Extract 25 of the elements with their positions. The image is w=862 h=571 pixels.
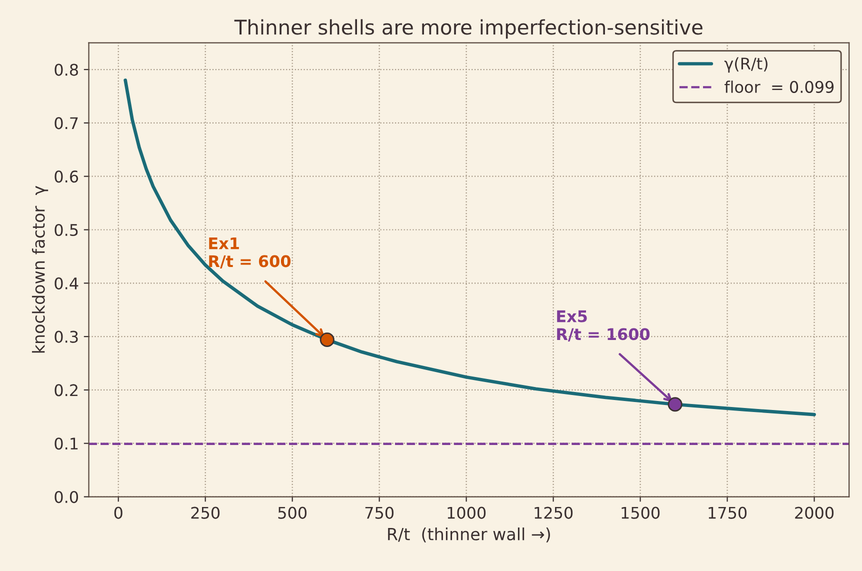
legend-label: γ(R/t): [724, 57, 768, 73]
annotation: Ex5 R/t = 1600: [557, 310, 650, 342]
y-tick-label: 0.5: [54, 224, 78, 236]
y-tick-label: 0.6: [54, 170, 78, 183]
x-tick-label: 1500: [622, 506, 660, 519]
y-tick-label: 0.8: [54, 64, 78, 76]
x-tick-label: 2000: [795, 506, 834, 519]
x-axis-title: R/t (thinner wall →): [388, 528, 550, 542]
y-tick-label: 0.3: [54, 330, 78, 343]
y-tick-label: 0.7: [54, 117, 78, 130]
y-tick-label: 0.4: [54, 277, 78, 290]
y-tick-label: 0.1: [54, 438, 78, 450]
y-axis-title: knockdown factor γ: [32, 186, 48, 353]
x-tick-label: 500: [278, 506, 307, 519]
x-tick-label: 0: [114, 506, 122, 519]
x-tick-label: 250: [191, 506, 220, 519]
y-tick-label: 0.2: [54, 384, 78, 396]
chart-title: Thinner shells are more imperfection-sensitive: [234, 19, 702, 39]
y-tick-label: 0.0: [54, 490, 78, 504]
x-tick-label: 1000: [448, 506, 486, 519]
annotation: Ex1 R/t = 600: [209, 237, 291, 268]
x-tick-label: 750: [365, 506, 394, 519]
x-tick-label: 1250: [534, 506, 573, 519]
x-tick-label: 1750: [708, 506, 747, 519]
legend-label: floor = 0.099: [724, 80, 834, 94]
